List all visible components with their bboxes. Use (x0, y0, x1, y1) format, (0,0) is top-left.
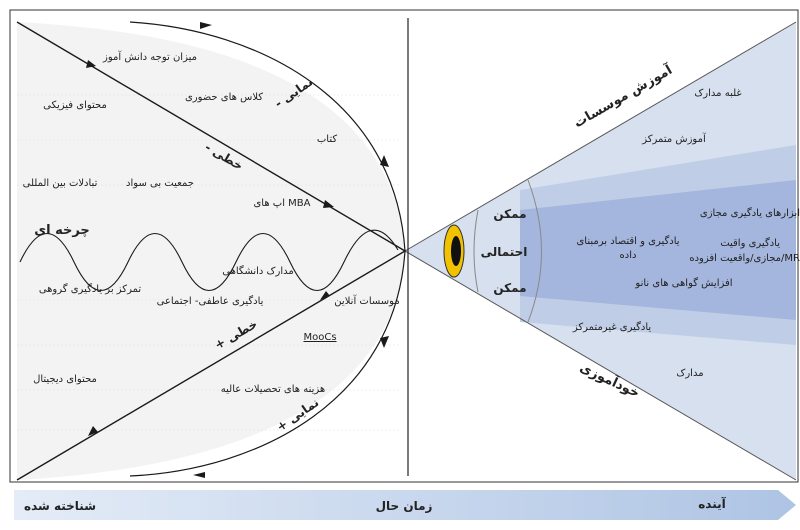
future-virtual-learning-tools: ابزارهای یادگیری مجازی (700, 207, 800, 219)
item-moocs: MooCs (303, 332, 336, 343)
cone-arc-inner (473, 209, 479, 293)
rising-linear-line (16, 250, 406, 481)
future-degree-dominance: غلبه مدارک (694, 88, 741, 99)
cone-edge-bottom (404, 250, 797, 481)
future-decentralized-learning: یادگیری غیرمتمرکز (572, 321, 652, 333)
future-vr-learning-line1: یادگیری واقیت (720, 237, 780, 249)
cone-label-possible-top: ممکن (493, 207, 526, 221)
future-data-economy-line2: داده (620, 250, 637, 261)
rising-exponential-curve (129, 250, 406, 477)
future-degrees: مدارک (676, 368, 703, 379)
item-book: کتاب (317, 134, 337, 145)
future-vr-learning-line2: مجازی/واقعیت افزوده/MR (689, 253, 800, 264)
item-mba-app: اپ های MBA (253, 198, 310, 209)
item-university-degrees: مدارک دانشگاهی (222, 265, 293, 277)
item-in-person-classes: کلاس های حضوری (185, 92, 263, 103)
item-group-learning: تمرکز بر یادگیری گروهی (39, 283, 142, 295)
item-student-attention: میزان توجه دانش آموز (102, 50, 197, 63)
past-region (17, 22, 405, 480)
cyclic-wave (19, 229, 399, 291)
cone-label-possible-bottom: ممکن (493, 281, 526, 295)
cone-label-probable: احتمالی (481, 245, 528, 259)
future-data-economy-line1: یادگیری و اقتصاد برمبنای (576, 235, 679, 247)
arrowheads (86, 22, 389, 478)
diagram-frame (9, 9, 799, 483)
eye-pupil-icon (451, 236, 461, 266)
timeline-future: آینده (698, 496, 726, 511)
item-social-emotional: یادگیری عاطفی- اجتماعی (157, 295, 264, 307)
future-nano-certificates: افزایش گواهی های نانو (634, 277, 732, 289)
item-illiterate-population: جمعیت بی سواد (126, 178, 194, 189)
item-international-exchange: تبادلات بین المللی (23, 178, 98, 189)
declining-linear-line (16, 21, 406, 252)
timeline-present: زمان حال (376, 499, 433, 513)
item-digital-content: محتوای دیجیتال (33, 374, 97, 385)
timeline-arrow (14, 490, 796, 520)
item-online-institutes: موسسات آنلاین (334, 294, 399, 307)
item-physical-content: محتوای فیزیکی (43, 100, 107, 111)
cone-edge-top (404, 21, 797, 252)
item-higher-ed-costs: هزینه های تحصیلات عالیه (221, 384, 325, 395)
declining-exponential-curve (129, 21, 406, 252)
timeline-known: شناخته شده (24, 499, 96, 513)
cone-arc-outer (527, 179, 542, 323)
future-cone-probable (520, 180, 796, 320)
future-centralized-education: آموزش متمرکز (641, 132, 707, 145)
label-cyclic: چرخه ای (34, 223, 90, 238)
